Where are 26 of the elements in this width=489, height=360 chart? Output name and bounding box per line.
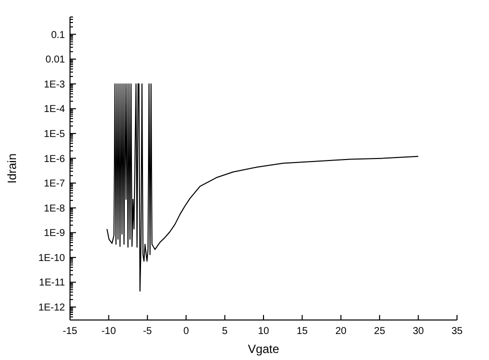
x-tick-label: -10 xyxy=(101,326,116,337)
y-tick-label: 1E-3 xyxy=(44,79,66,90)
y-tick-label: 1E-9 xyxy=(44,228,66,240)
x-tick-label: 0 xyxy=(183,326,190,337)
y-tick-label: 0.1 xyxy=(51,30,66,41)
x-tick-label: -15 xyxy=(62,326,78,337)
y-axis-title: Idrain xyxy=(5,153,19,184)
line-series xyxy=(106,83,419,292)
x-tick-label: 5 xyxy=(222,326,228,337)
y-tick-label: 1E-5 xyxy=(44,128,66,140)
y-tick-label: 1E-7 xyxy=(44,178,66,190)
y-tick-label: 1E-12 xyxy=(38,302,66,314)
x-tick-label: 35 xyxy=(451,326,463,337)
y-tick-label: 1E-6 xyxy=(44,154,66,165)
x-tick-label: 15 xyxy=(296,326,308,337)
x-tick-label: 20 xyxy=(335,326,347,337)
x-tick-label: -5 xyxy=(142,326,152,337)
y-tick-label: 0.01 xyxy=(46,54,66,66)
x-axis-title: Vgate xyxy=(248,342,280,356)
y-tick-label: 1E-8 xyxy=(44,203,66,214)
x-tick-label: 10 xyxy=(258,326,270,337)
x-tick-label: 30 xyxy=(412,326,424,337)
x-tick-label: 25 xyxy=(374,326,386,337)
y-tick-label: 1E-10 xyxy=(38,252,66,264)
y-tick-label: 1E-11 xyxy=(39,278,66,289)
y-tick-label: 1E-4 xyxy=(44,104,66,116)
